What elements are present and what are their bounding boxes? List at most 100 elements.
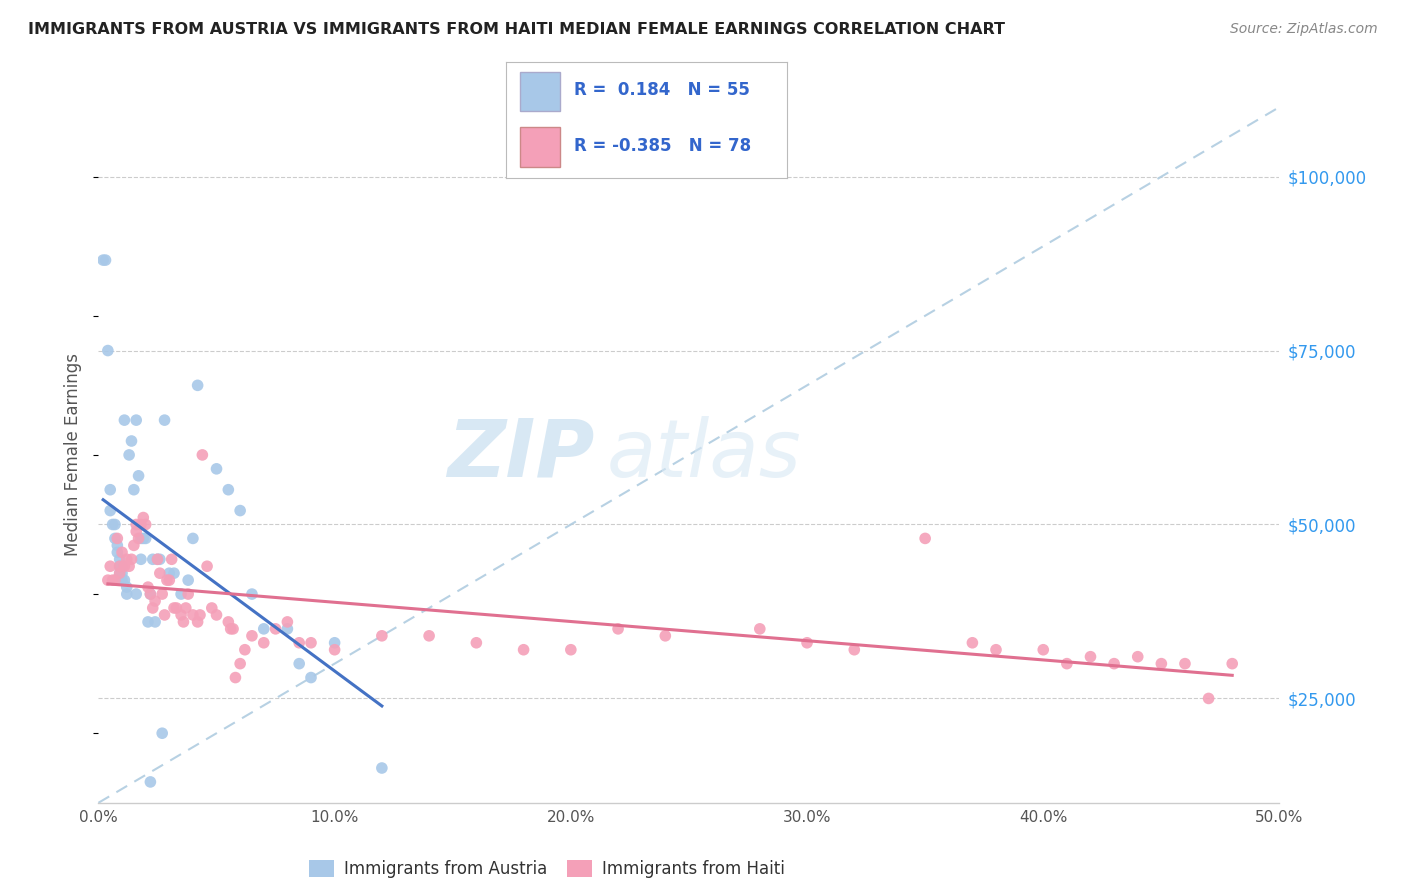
Point [122, 538, 145, 552]
Point [201, 601, 224, 615]
Point [139, 775, 162, 789]
Point [229, 503, 252, 517]
Point [111, 545, 134, 559]
Point [157, 566, 180, 581]
Point [323, 642, 346, 657]
Text: atlas: atlas [606, 416, 801, 494]
Point [153, 607, 176, 622]
Point [143, 615, 166, 629]
Y-axis label: Median Female Earnings: Median Female Earnings [65, 353, 83, 557]
Point [371, 761, 394, 775]
Point [128, 532, 150, 546]
Point [914, 532, 936, 546]
Point [160, 552, 183, 566]
Point [229, 657, 252, 671]
Point [115, 587, 138, 601]
Point [224, 671, 246, 685]
Point [111, 566, 134, 581]
Point [101, 517, 124, 532]
Point [112, 559, 135, 574]
Point [129, 552, 152, 566]
Point [240, 587, 263, 601]
Point [121, 434, 143, 448]
Point [219, 622, 242, 636]
Point [111, 559, 134, 574]
Point [181, 532, 204, 546]
Point [276, 622, 298, 636]
Point [1126, 649, 1149, 664]
Point [149, 566, 172, 581]
Point [91, 253, 114, 268]
Point [97, 343, 120, 358]
Point [222, 622, 245, 636]
Point [139, 587, 162, 601]
Point [253, 622, 276, 636]
Point [187, 615, 209, 629]
Point [149, 552, 172, 566]
Point [1032, 642, 1054, 657]
Point [111, 573, 134, 587]
Point [465, 636, 488, 650]
Point [607, 622, 630, 636]
Point [217, 483, 239, 497]
Point [181, 607, 204, 622]
Point [844, 642, 866, 657]
Point [115, 552, 138, 566]
Point [560, 642, 582, 657]
Point [962, 636, 984, 650]
Point [105, 538, 128, 552]
Point [418, 629, 440, 643]
Point [101, 573, 124, 587]
Point [748, 622, 770, 636]
Point [118, 448, 141, 462]
Point [170, 587, 193, 601]
Point [105, 532, 128, 546]
Point [146, 552, 169, 566]
Point [153, 413, 176, 427]
Text: R =  0.184   N = 55: R = 0.184 N = 55 [574, 81, 749, 99]
Point [135, 532, 157, 546]
Point [170, 607, 193, 622]
Point [115, 580, 138, 594]
Point [118, 559, 141, 574]
FancyBboxPatch shape [520, 128, 560, 167]
Point [172, 615, 194, 629]
Point [135, 517, 157, 532]
Point [984, 642, 1007, 657]
Point [125, 524, 148, 539]
Point [125, 413, 148, 427]
Point [1102, 657, 1125, 671]
Point [142, 552, 165, 566]
Text: IMMIGRANTS FROM AUSTRIA VS IMMIGRANTS FROM HAITI MEDIAN FEMALE EARNINGS CORRELAT: IMMIGRANTS FROM AUSTRIA VS IMMIGRANTS FR… [28, 22, 1005, 37]
Point [139, 587, 162, 601]
Point [165, 601, 187, 615]
Point [191, 448, 214, 462]
Point [104, 532, 127, 546]
Point [1080, 649, 1102, 664]
Point [177, 573, 200, 587]
Point [112, 573, 135, 587]
Point [97, 573, 120, 587]
Point [136, 580, 159, 594]
Point [233, 642, 256, 657]
Point [174, 601, 197, 615]
Point [98, 483, 121, 497]
Point [1056, 657, 1078, 671]
Point [129, 532, 152, 546]
Text: Source: ZipAtlas.com: Source: ZipAtlas.com [1230, 22, 1378, 37]
Point [157, 573, 180, 587]
Point [163, 601, 186, 615]
Point [205, 462, 228, 476]
Point [150, 587, 173, 601]
Point [288, 636, 311, 650]
Point [253, 636, 276, 650]
Point [112, 413, 135, 427]
Point [94, 253, 117, 268]
Point [108, 559, 131, 574]
Point [98, 559, 121, 574]
Text: R = -0.385   N = 78: R = -0.385 N = 78 [574, 137, 751, 155]
Point [105, 545, 128, 559]
Point [240, 629, 263, 643]
Point [796, 636, 818, 650]
Point [188, 607, 211, 622]
